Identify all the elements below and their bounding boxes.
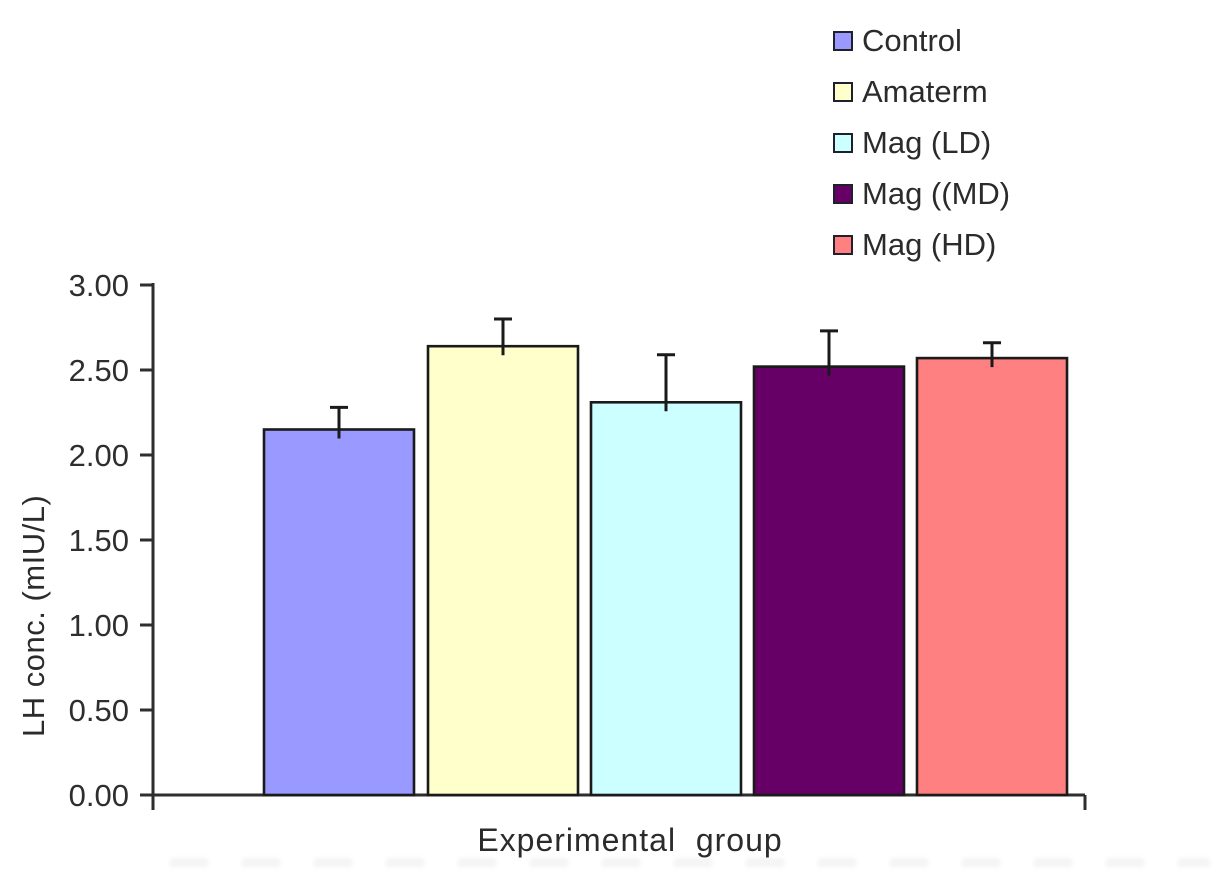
error-bar-mag-md [820, 329, 838, 376]
bar-mag-ld [589, 400, 743, 797]
bar-mag-hd [915, 356, 1069, 797]
bar-mag-md [752, 365, 906, 797]
legend-label: Mag (LD) [862, 125, 992, 160]
legend-swatch-icon [833, 30, 853, 51]
legend-label: Amaterm [862, 74, 988, 109]
x-axis-title: Experimental group [477, 822, 783, 858]
legend-item-mag-hd: Mag (HD) [833, 228, 1010, 261]
legend-swatch-icon [833, 234, 853, 255]
legend-label: Mag ((MD) [862, 176, 1011, 211]
legend-item-mag-md: Mag ((MD) [833, 177, 1010, 210]
legend-item-amaterm: Amaterm [833, 75, 1010, 108]
x-axis-line [153, 793, 1087, 810]
legend-item-mag-ld: Mag (LD) [833, 126, 1010, 159]
error-bar-amaterm [494, 317, 512, 356]
y-tick-label: 3.00 [69, 268, 129, 303]
error-bar-mag-hd [983, 341, 1001, 368]
legend-item-control: Control [833, 24, 1010, 57]
bar-control [262, 428, 416, 797]
y-tick-label: 0.50 [69, 693, 129, 728]
y-axis-title: LH conc. (mIU/L) [16, 494, 51, 737]
bar-amaterm [426, 344, 580, 797]
error-bar-control [330, 405, 348, 439]
legend-label: Control [862, 23, 962, 58]
y-tick-label: 2.00 [69, 438, 129, 473]
legend-swatch-icon [833, 132, 853, 153]
y-tick-label: 1.00 [69, 608, 129, 643]
legend-label: Mag (HD) [862, 227, 997, 262]
y-tick-label: 0.00 [69, 778, 129, 813]
error-bar-mag-ld [657, 353, 675, 412]
legend-swatch-icon [833, 81, 853, 102]
chart-legend: Control Amaterm Mag (LD) Mag ((MD) Mag (HD) [833, 24, 1010, 279]
y-tick-label: 1.50 [69, 523, 129, 558]
y-tick-label: 2.50 [69, 353, 129, 388]
legend-swatch-icon [833, 183, 853, 204]
jpeg-ghost-artifact [170, 858, 1210, 867]
